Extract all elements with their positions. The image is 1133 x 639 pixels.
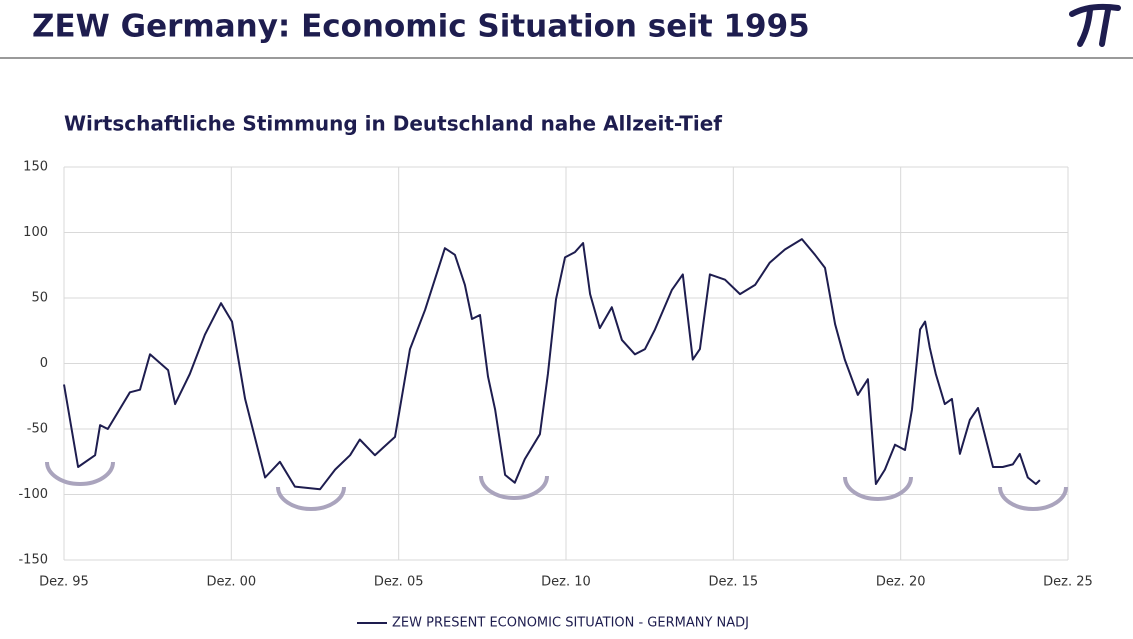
chart-title: Wirtschaftliche Stimmung in Deutschland … — [64, 112, 722, 136]
y-tick-label: -150 — [18, 553, 48, 568]
x-tick-label: Dez. 95 — [39, 575, 89, 590]
x-tick-label: Dez. 00 — [207, 575, 257, 590]
y-tick-label: 0 — [40, 356, 48, 371]
x-tick-label: Dez. 15 — [709, 575, 759, 590]
legend-label: ZEW PRESENT ECONOMIC SITUATION - GERMANY… — [392, 616, 749, 631]
page-title: ZEW Germany: Economic Situation seit 199… — [32, 9, 810, 45]
y-tick-label: 150 — [23, 160, 48, 175]
y-tick-label: -50 — [27, 422, 48, 437]
y-tick-label: 50 — [31, 291, 48, 306]
x-tick-label: Dez. 10 — [541, 575, 591, 590]
data-line — [63, 238, 1041, 491]
y-tick-label: 100 — [23, 225, 48, 240]
x-tick-label: Dez. 05 — [374, 575, 424, 590]
y-tick-label: -100 — [18, 487, 48, 502]
annotation-arcs — [45, 461, 1068, 511]
x-tick-label: Dez. 20 — [876, 575, 926, 590]
x-tick-label: Dez. 25 — [1043, 575, 1093, 590]
logo — [1069, 3, 1121, 47]
